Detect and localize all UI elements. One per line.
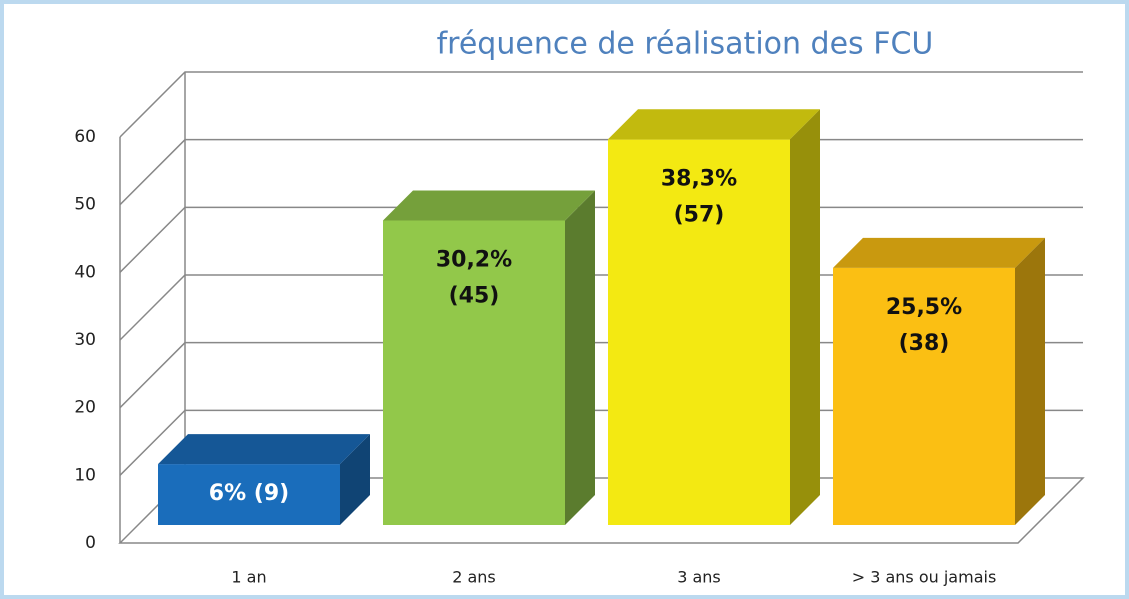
value-label: 25,5% (38) <box>886 295 962 356</box>
bar <box>158 464 340 525</box>
value-label: 30,2% (45) <box>436 248 512 309</box>
value-label: 6% (9) <box>209 481 289 506</box>
y-tick-label: 60 <box>74 127 96 147</box>
grid-line <box>119 71 1083 138</box>
value-label: 38,3% (57) <box>661 166 737 227</box>
value-label-line: (38) <box>899 331 950 356</box>
bar-top <box>158 434 370 465</box>
y-tick-label: 50 <box>74 195 96 215</box>
bar-side <box>565 190 595 525</box>
bar-top <box>608 109 820 140</box>
x-tick-label: 3 ans <box>677 568 721 587</box>
bar-top <box>833 237 1045 268</box>
bar-top <box>383 190 595 221</box>
x-tick-label: 1 an <box>231 568 266 587</box>
value-label-line: 38,3% <box>661 166 737 191</box>
bar <box>383 220 565 525</box>
value-label-line: 25,5% <box>886 295 962 320</box>
y-tick-label: 40 <box>74 262 96 282</box>
bar <box>833 267 1015 525</box>
y-tick-label: 30 <box>74 330 96 350</box>
bar-side <box>340 434 370 525</box>
x-tick-label: 2 ans <box>452 568 496 587</box>
value-label-line: (45) <box>449 284 500 309</box>
value-label-line: (57) <box>674 202 725 227</box>
x-tick-label: > 3 ans ou jamais <box>852 568 997 587</box>
y-tick-label: 10 <box>74 465 96 485</box>
bar-side <box>790 109 820 526</box>
value-label-line: 30,2% <box>436 248 512 273</box>
y-tick-label: 0 <box>85 533 96 553</box>
y-tick-label: 20 <box>74 398 96 418</box>
chart-title: fréquence de réalisation des FCU <box>437 27 934 62</box>
bar <box>608 139 790 526</box>
bar-side <box>1015 237 1045 525</box>
